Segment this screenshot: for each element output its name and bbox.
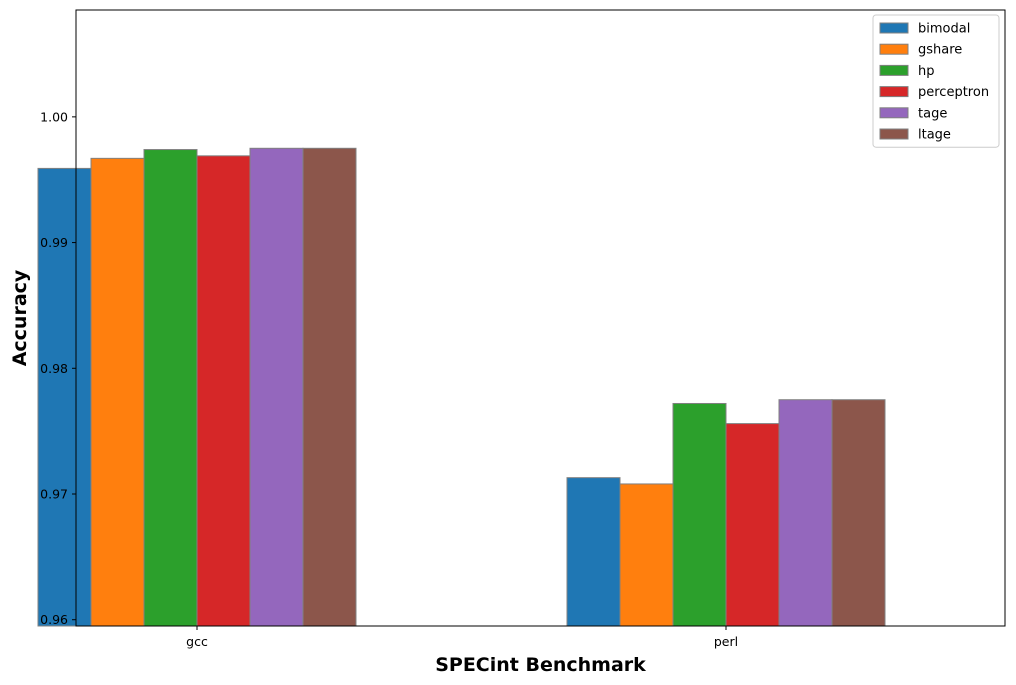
legend-swatch-gshare xyxy=(879,43,909,55)
y-tick-label: 0.99 xyxy=(40,235,68,250)
bar-perceptron-gcc xyxy=(196,155,251,627)
legend-label-perceptron: perceptron xyxy=(918,85,989,100)
y-axis-title: Accuracy xyxy=(9,269,31,366)
legend-swatch-ltage xyxy=(879,128,909,140)
legend-swatch-tage xyxy=(879,107,909,119)
y-tick-label: 1.00 xyxy=(40,109,68,124)
x-axis-title: SPECint Benchmark xyxy=(435,654,646,676)
x-axis: gcc perl xyxy=(186,626,738,649)
legend-label-bimodal: bimodal xyxy=(918,22,970,37)
y-axis: 0.96 0.97 0.98 0.99 1.00 xyxy=(40,109,76,627)
bar-perceptron-perl xyxy=(725,423,780,627)
x-tick-label: perl xyxy=(714,634,738,649)
legend-swatch-hp xyxy=(879,64,909,76)
legend: bimodal gshare hp perceptron tage ltage xyxy=(872,14,1000,148)
legend-label-gshare: gshare xyxy=(918,43,962,58)
plot-frame xyxy=(75,9,1006,627)
legend-label-tage: tage xyxy=(918,106,947,121)
x-tick-label: gcc xyxy=(186,634,208,649)
bars-layer xyxy=(37,147,886,627)
legend-label-ltage: ltage xyxy=(918,128,951,143)
y-tick-label: 0.96 xyxy=(40,612,68,627)
bar-ltage-gcc xyxy=(302,147,357,627)
bar-tage-gcc xyxy=(249,147,304,627)
y-tick-label: 0.97 xyxy=(40,487,68,502)
bar-bimodal-perl xyxy=(566,477,621,627)
bar-bimodal-gcc xyxy=(37,167,92,627)
legend-swatch-perceptron xyxy=(879,86,909,98)
bar-hp-perl xyxy=(672,402,727,627)
bar-tage-perl xyxy=(778,399,833,627)
y-tick-label: 0.98 xyxy=(40,361,68,376)
bar-hp-gcc xyxy=(143,149,198,627)
bar-ltage-perl xyxy=(831,399,886,627)
bar-gshare-perl xyxy=(619,483,674,627)
legend-label-hp: hp xyxy=(918,64,935,79)
bar-gshare-gcc xyxy=(90,157,145,627)
legend-swatch-bimodal xyxy=(879,22,909,34)
